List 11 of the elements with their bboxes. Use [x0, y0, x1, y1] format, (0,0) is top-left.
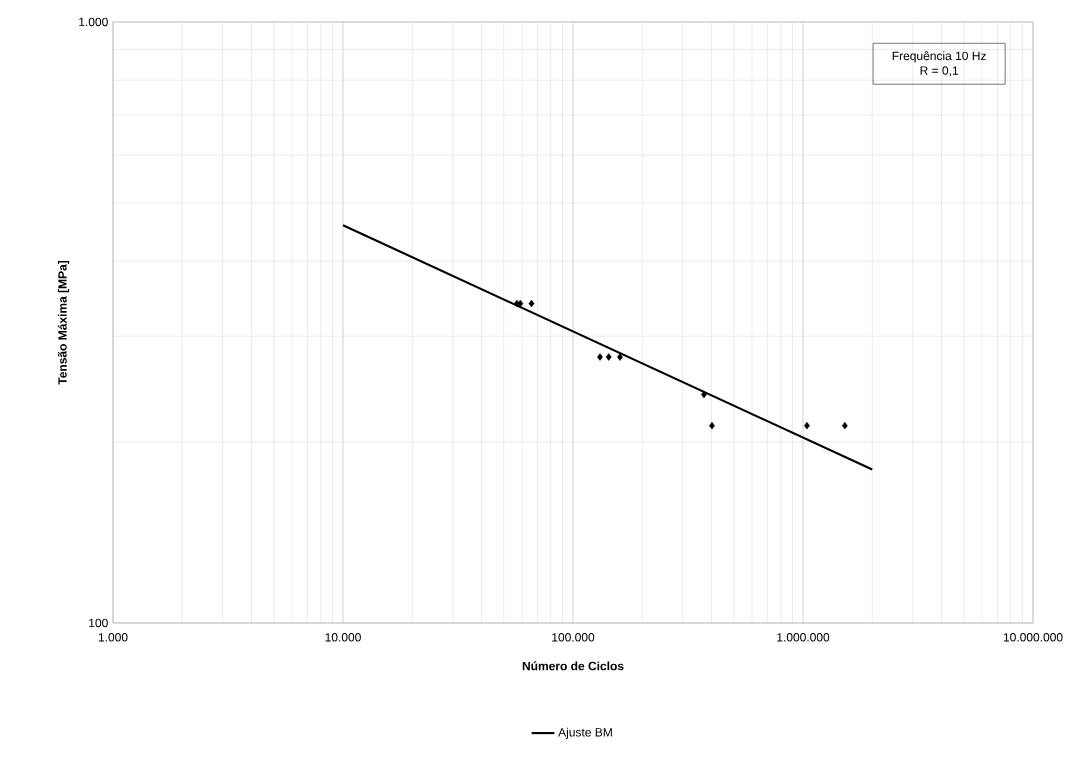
annotation: R = 0,1 [920, 66, 959, 77]
x-tick-label: 100.000 [552, 633, 595, 642]
annotation: Frequência 10 Hz [892, 51, 986, 63]
x-tick-label: 1.000.000 [777, 633, 830, 642]
x-axis-title: Número de Ciclos [522, 661, 624, 671]
x-tick-label: 10.000.000 [1003, 633, 1063, 642]
x-tick-label: 10.000 [325, 633, 361, 642]
y-tick-label: 100 [89, 618, 108, 628]
legend-label: Ajuste BM [558, 727, 612, 739]
y-axis-title: Tensão Máxima [MPa] [57, 260, 70, 385]
x-tick-label: 1.000 [98, 633, 128, 642]
